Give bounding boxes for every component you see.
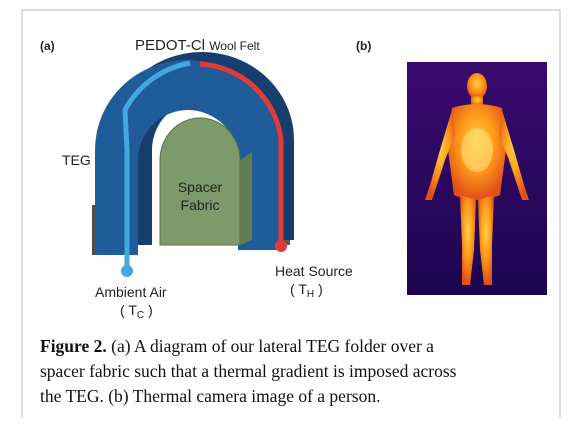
paren: ( bbox=[290, 281, 295, 297]
heat-symbol: ( TH) bbox=[290, 281, 323, 300]
cold-dot bbox=[121, 265, 133, 277]
paren: ) bbox=[148, 302, 153, 318]
thermal-core bbox=[461, 128, 493, 172]
paren: ( bbox=[120, 302, 125, 318]
hot-dot bbox=[275, 240, 287, 252]
diagram-title: PEDOT-Cl Wool Felt bbox=[135, 37, 260, 54]
title-small: Wool Felt bbox=[209, 39, 260, 53]
caption-label: Figure 2. bbox=[40, 336, 107, 356]
panel-label: (a) bbox=[40, 39, 55, 53]
caption-line: the TEG. (b) Thermal camera image of a p… bbox=[40, 386, 380, 406]
panel-label: (b) bbox=[356, 39, 371, 53]
paren: ) bbox=[318, 281, 323, 297]
teg-label: TEG bbox=[62, 152, 91, 168]
caption-line: Figure 2. (a) A diagram of our lateral T… bbox=[40, 336, 434, 356]
heat-source-label: Heat Source bbox=[275, 263, 353, 279]
caption-text: (a) A diagram of our lateral TEG folder … bbox=[111, 336, 434, 356]
subscript: H bbox=[307, 289, 314, 300]
spacer-label: Spacer bbox=[178, 179, 223, 195]
title-main: PEDOT-Cl bbox=[135, 37, 205, 54]
ambient-symbol: ( TC) bbox=[120, 302, 153, 321]
figure: (a) PEDOT-Cl Wool Felt TEG Spacer Fabric… bbox=[0, 0, 581, 427]
subscript: C bbox=[137, 310, 144, 321]
spacer-side bbox=[240, 152, 252, 245]
caption-line: spacer fabric such that a thermal gradie… bbox=[40, 361, 457, 381]
page: (a) PEDOT-Cl Wool Felt TEG Spacer Fabric… bbox=[0, 0, 581, 427]
spacer-label: Fabric bbox=[181, 197, 220, 213]
ambient-label: Ambient Air bbox=[95, 284, 167, 300]
